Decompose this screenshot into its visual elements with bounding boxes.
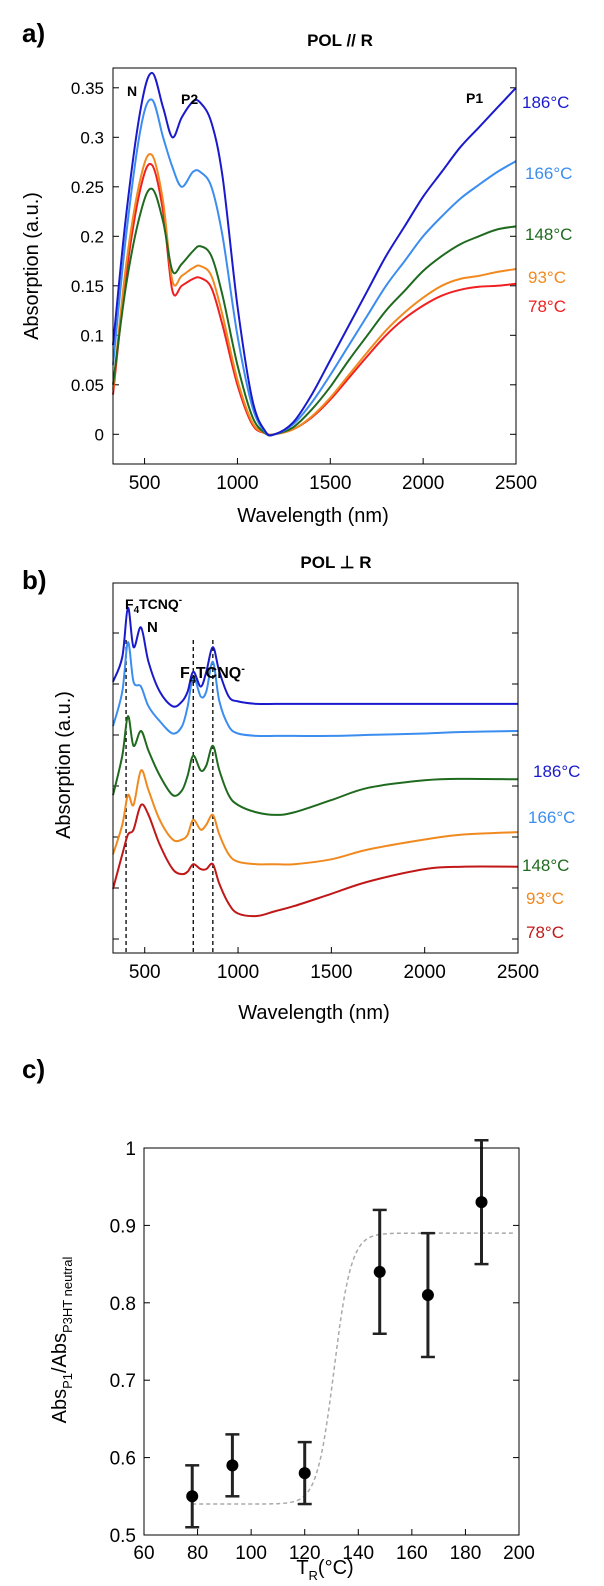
panel-a-plot-frame (112, 67, 517, 465)
panel-a-legend: 186°C 166°C 148°C 93°C 78°C (522, 93, 572, 316)
panel-b-curves (112, 606, 519, 918)
panel-b-y-ticks (113, 632, 518, 940)
series-line (112, 803, 519, 918)
panel-b-x-ticks: 500 1000 1500 2000 2500 (129, 947, 539, 983)
legend-93: 93°C (528, 268, 566, 287)
panel-a-curves (112, 71, 517, 437)
panel-a-y-ticks: 0 0.05 0.1 0.15 0.2 0.25 0.3 0.35 (71, 79, 516, 444)
y-tick-label: 0.3 (80, 128, 104, 147)
panel-b-xlabel: Wavelength (nm) (238, 1002, 390, 1024)
legend-b-148: 148°C (522, 856, 569, 875)
x-tick-label: 1000 (217, 962, 259, 983)
series-line (112, 606, 518, 708)
legend-78: 78°C (528, 297, 566, 316)
panel-a-title: POL // R (307, 31, 373, 50)
legend-b-93: 93°C (526, 889, 564, 908)
annotation-f4tcnq-1: F4TCNQ- (125, 595, 182, 616)
y-tick-label: 0.7 (110, 1371, 136, 1392)
panel-c: c) 0.5 0.6 0.7 0.8 0.9 1 60 80 100 120 140 160 180 2… (22, 1054, 535, 1583)
annotation-p1: P1 (466, 90, 483, 106)
panel-b-ylabel: Absorption (a.u.) (53, 691, 75, 839)
series-line (112, 163, 517, 436)
panel-c-ylabel: AbsP1/AbsP3HT neutral (49, 1257, 75, 1424)
panel-b-label: b) (22, 565, 47, 595)
data-point (421, 1289, 434, 1302)
legend-186: 186°C (522, 93, 569, 112)
series-line (112, 98, 517, 437)
panel-a-x-ticks: 500 1000 1500 2000 2500 (129, 458, 537, 494)
legend-148: 148°C (525, 225, 572, 244)
series-line (112, 715, 519, 816)
panel-a-label: a) (22, 18, 45, 48)
panel-c-fit-curve (192, 1232, 514, 1505)
panel-b-plot-frame (112, 582, 519, 954)
x-tick-label: 2500 (497, 962, 539, 983)
panel-a-ylabel: Absorption (a.u.) (21, 192, 43, 340)
series-line (112, 769, 519, 866)
legend-b-166: 166°C (528, 808, 575, 827)
y-tick-label: 0.25 (71, 178, 104, 197)
panel-b-legend: 186°C 166°C 148°C 93°C 78°C (522, 762, 580, 942)
y-tick-label: 0.8 (110, 1294, 136, 1315)
y-tick-label: 0.05 (71, 376, 104, 395)
x-tick-label: 1000 (216, 473, 258, 494)
panel-b-title: POL ⊥ R (300, 553, 371, 572)
fit-curve (192, 1232, 514, 1505)
y-tick-label: 0.6 (110, 1449, 136, 1470)
y-tick-label: 1 (125, 1139, 136, 1160)
panel-a-xlabel: Wavelength (nm) (237, 505, 389, 527)
x-tick-label: 80 (187, 1543, 208, 1564)
panel-a-annotations: N P2 P1 (127, 83, 483, 107)
series-line (112, 71, 517, 437)
panel-b-annotations: F4TCNQ- N F4TCNQ- (125, 595, 245, 686)
data-point (186, 1490, 199, 1503)
legend-b-186: 186°C (533, 762, 580, 781)
y-tick-label: 0.5 (110, 1526, 136, 1547)
panel-c-y-ticks: 0.5 0.6 0.7 0.8 0.9 1 (110, 1139, 519, 1547)
x-tick-label: 100 (235, 1543, 267, 1564)
y-tick-label: 0.35 (71, 79, 104, 98)
y-tick-label: 0.9 (110, 1216, 136, 1237)
panel-c-x-ticks: 60 80 100 120 140 160 180 200 (133, 1529, 535, 1564)
x-tick-label: 1500 (310, 962, 352, 983)
x-tick-label: 180 (450, 1543, 482, 1564)
annotation-p2: P2 (181, 91, 198, 107)
panel-b-dashed-lines (125, 640, 214, 953)
data-point (475, 1196, 488, 1209)
x-tick-label: 120 (289, 1543, 321, 1564)
data-point (373, 1265, 386, 1278)
y-tick-label: 0.2 (80, 227, 104, 246)
x-tick-label: 2500 (495, 473, 537, 494)
x-tick-label: 500 (129, 473, 161, 494)
y-tick-label: 0.1 (80, 326, 104, 345)
data-point (298, 1467, 311, 1480)
x-tick-label: 200 (503, 1543, 535, 1564)
x-tick-label: 160 (396, 1543, 428, 1564)
panel-c-xlabel: TR(°C) (296, 1557, 353, 1583)
series-line (112, 641, 519, 738)
y-tick-label: 0 (95, 425, 104, 444)
x-tick-label: 500 (129, 962, 161, 983)
annotation-f4tcnq-2: F4TCNQ- (180, 663, 245, 686)
legend-166: 166°C (525, 164, 572, 183)
x-tick-label: 2000 (402, 473, 444, 494)
data-point (226, 1459, 239, 1472)
panel-b: b) POL ⊥ R 500 1000 1500 2000 2500 F4TCNQ- N… (22, 553, 580, 1024)
panel-c-points (185, 1139, 489, 1529)
annotation-n-b: N (147, 619, 158, 636)
y-tick-label: 0.15 (71, 277, 104, 296)
panel-c-plot-frame (143, 1147, 520, 1536)
x-tick-label: 60 (133, 1543, 154, 1564)
panel-a: a) POL // R 0 0.05 0.1 0.15 0.2 0.25 0.3 0.35 5… (21, 18, 572, 527)
panel-c-label: c) (22, 1054, 45, 1084)
x-tick-label: 1500 (309, 473, 351, 494)
x-tick-label: 2000 (404, 962, 446, 983)
annotation-n: N (127, 83, 137, 99)
x-tick-label: 140 (342, 1543, 374, 1564)
legend-b-78: 78°C (526, 923, 564, 942)
